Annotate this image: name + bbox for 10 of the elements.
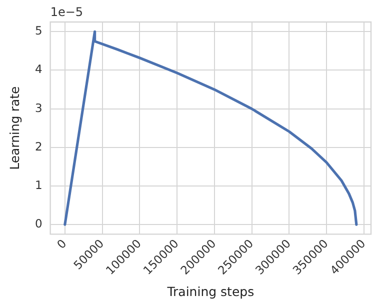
- y-tick-label: 2: [34, 139, 42, 154]
- y-tick-label: 4: [34, 62, 42, 76]
- x-tick-label: 0: [54, 236, 70, 252]
- y-axis-title: Learning rate: [6, 86, 22, 170]
- text: 1e−5: [50, 5, 84, 20]
- y-tick-label: 3: [34, 100, 42, 115]
- y-tick-label: 0: [34, 216, 42, 231]
- y-tick-label: 5: [34, 24, 42, 38]
- x-axis-title: Training steps: [166, 284, 254, 299]
- y-tick-label: 1: [34, 178, 42, 192]
